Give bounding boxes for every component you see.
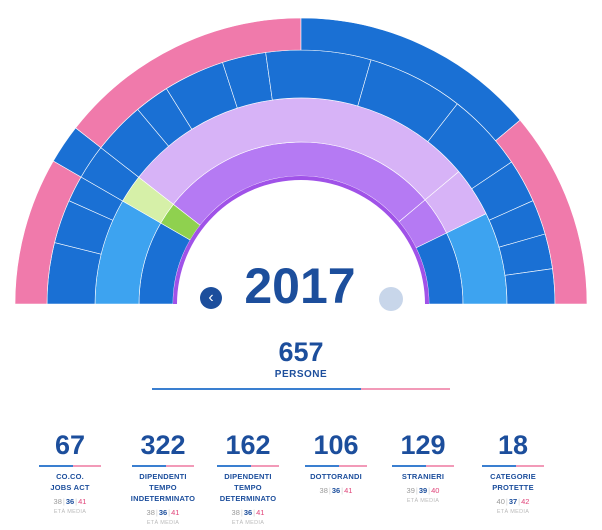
ages-caption: ETÀ MEDIA: [231, 520, 265, 526]
next-year-button[interactable]: [379, 287, 403, 311]
category-label: STRANIERI: [383, 471, 463, 482]
category-label-line: JOBS ACT: [50, 483, 90, 492]
age-separator: |: [62, 497, 65, 506]
age-separator: |: [415, 486, 418, 495]
category-label: CO.CO. JOBS ACT: [30, 471, 110, 493]
category-gender-bar: [305, 465, 367, 467]
category-count: 67: [54, 430, 86, 460]
male-share-bar: [152, 388, 361, 390]
category-gender-bar: [39, 465, 101, 467]
age-value: 36: [331, 486, 341, 495]
age-separator: |: [75, 497, 78, 506]
category-label-line: TEMPO: [149, 483, 177, 492]
category-count: 322: [140, 430, 186, 460]
category-label: DOTTORANDI: [296, 471, 376, 482]
category-ages: 38|36|41: [296, 486, 376, 495]
age-value: 39: [406, 486, 415, 495]
age-value: 39: [418, 486, 428, 495]
age-separator: |: [428, 486, 431, 495]
category-gender-bar: [217, 465, 279, 467]
age-value: 40: [431, 486, 440, 495]
ages-caption: ETÀ MEDIA: [146, 520, 180, 526]
category-label: DIPENDENTI TEMPO INDETERMINATO: [123, 471, 203, 504]
category-count: 162: [225, 430, 271, 460]
age-value: 37: [508, 497, 518, 506]
age-separator: |: [505, 497, 508, 506]
ages-caption: ETÀ MEDIA: [53, 509, 87, 515]
category-count: 106: [313, 430, 359, 460]
age-value: 36: [65, 497, 75, 506]
category-ages: 40|37|42: [473, 497, 553, 506]
category-gender-bar: [132, 465, 194, 467]
female-share-bar: [360, 388, 450, 390]
sunburst-segment-outer[interactable]: [265, 49, 372, 107]
age-value: 38: [231, 508, 240, 517]
ages-caption: ETÀ MEDIA: [406, 498, 440, 504]
category-label-line: CO.CO.: [56, 472, 84, 481]
category-label-line: CATEGORIE: [490, 472, 536, 481]
age-value: 36: [158, 508, 168, 517]
category-gender-bar: [392, 465, 454, 467]
gender-split-bar: [152, 388, 450, 390]
age-value: 40: [496, 497, 505, 506]
category-stat[interactable]: 18 CATEGORIE PROTETTE 40|37|42 ETÀ MEDIA: [473, 428, 553, 515]
chevron-left-icon: ‹: [208, 289, 214, 306]
age-value: 41: [78, 497, 87, 506]
category-stat[interactable]: 67 CO.CO. JOBS ACT 38|36|41 ETÀ MEDIA: [30, 428, 110, 515]
category-label: DIPENDENTI TEMPO DETERMINATO: [208, 471, 288, 504]
sunburst-segment-rim[interactable]: [495, 119, 588, 305]
age-separator: |: [328, 486, 331, 495]
total-count: 657: [278, 337, 324, 367]
category-ages: 38|36|41: [30, 497, 110, 506]
category-label-line: DETERMINATO: [219, 494, 277, 503]
category-ages: 39|39|40: [383, 486, 463, 495]
category-label-line: DIPENDENTI: [224, 472, 272, 481]
age-value: 36: [243, 508, 253, 517]
category-label-line: DOTTORANDI: [310, 472, 362, 481]
category-label-line: STRANIERI: [401, 472, 445, 481]
age-value: 41: [256, 508, 265, 517]
age-separator: |: [155, 508, 158, 517]
age-separator: |: [518, 497, 521, 506]
category-ages: 38|36|41: [208, 508, 288, 517]
category-label: CATEGORIE PROTETTE: [473, 471, 553, 493]
category-stat[interactable]: 106 DOTTORANDI 38|36|41: [296, 428, 376, 498]
category-count: 129: [400, 430, 446, 460]
age-value: 38: [53, 497, 62, 506]
age-separator: |: [253, 508, 256, 517]
total-label: PERSONE: [274, 369, 328, 380]
age-separator: |: [240, 508, 243, 517]
age-value: 42: [521, 497, 530, 506]
age-value: 41: [171, 508, 180, 517]
previous-year-button[interactable]: ‹: [200, 287, 222, 309]
category-label-line: INDETERMINATO: [130, 494, 196, 503]
age-value: 41: [344, 486, 353, 495]
category-stats: 67 CO.CO. JOBS ACT 38|36|41 ETÀ MEDIA 322 DIPE…: [30, 428, 590, 528]
category-label-line: DIPENDENTI: [139, 472, 187, 481]
category-count: 18: [497, 430, 529, 460]
category-gender-bar: [482, 465, 544, 467]
category-stat[interactable]: 322 DIPENDENTI TEMPO INDETERMINATO 38|36|41 E…: [123, 428, 203, 526]
age-value: 38: [146, 508, 155, 517]
sunburst-chart: [14, 17, 588, 305]
category-stat[interactable]: 162 DIPENDENTI TEMPO DETERMINATO 38|36|41 ETÀ…: [208, 428, 288, 526]
age-value: 38: [319, 486, 328, 495]
age-separator: |: [168, 508, 171, 517]
category-label-line: PROTETTE: [492, 483, 534, 492]
year-title: 2017: [244, 258, 356, 314]
category-ages: 38|36|41: [123, 508, 203, 517]
category-label-line: TEMPO: [234, 483, 262, 492]
category-stat[interactable]: 129 STRANIERI 39|39|40 ETÀ MEDIA: [383, 428, 463, 504]
ages-caption: ETÀ MEDIA: [496, 509, 530, 515]
age-separator: |: [341, 486, 344, 495]
